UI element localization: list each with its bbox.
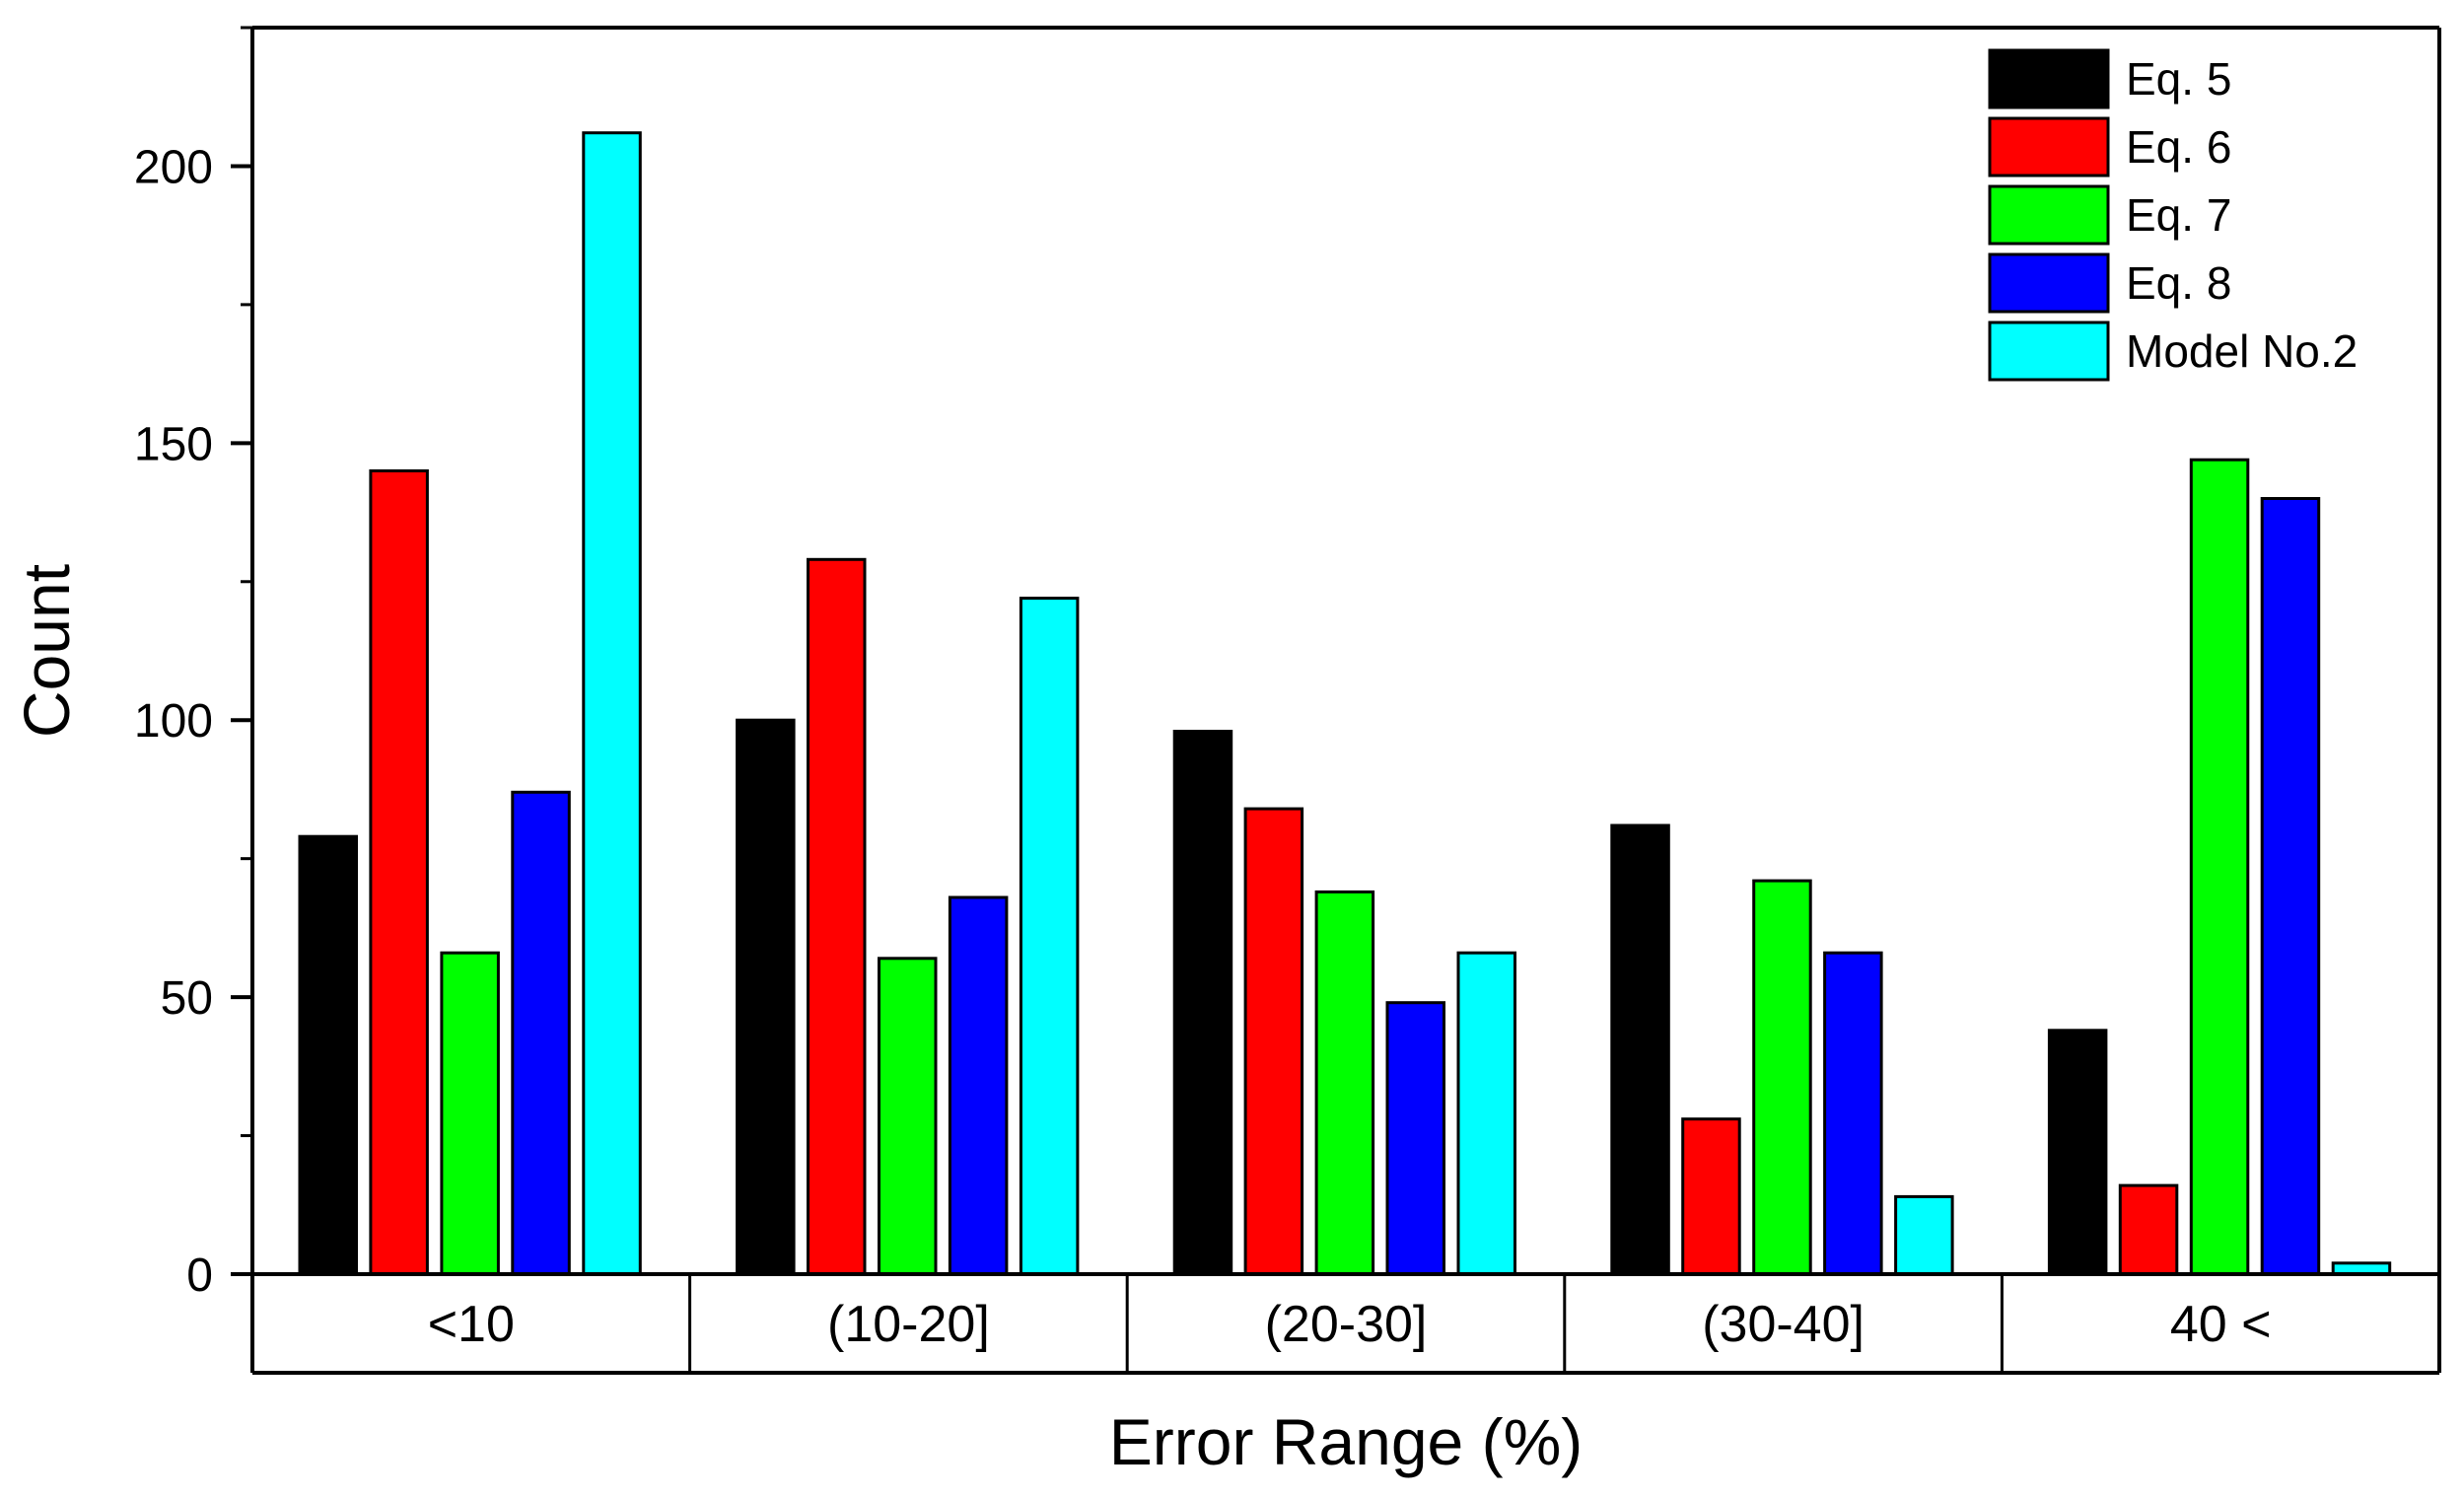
- legend-label: Eq. 5: [2126, 53, 2231, 105]
- legend-label: Eq. 8: [2126, 257, 2231, 309]
- bar-eq-7-4: [2189, 458, 2250, 1276]
- bar-eq-7-0: [440, 951, 500, 1276]
- legend: Eq. 5 Eq. 6 Eq. 7 Eq. 8 Model No.2: [1988, 48, 2358, 382]
- bar-model-no-2-3: [1894, 1194, 1954, 1276]
- x-category-label: <10: [428, 1296, 515, 1353]
- y-tick-label: 50: [161, 972, 213, 1025]
- bars-group: [298, 131, 2392, 1276]
- x-category-label: 40 <: [2170, 1296, 2272, 1353]
- y-tick-label: 100: [134, 695, 213, 748]
- y-tick-label: 150: [134, 418, 213, 470]
- y-tick-label: 200: [134, 141, 213, 193]
- bar-eq-5-2: [1172, 730, 1233, 1276]
- bar-model-no-2-1: [1019, 597, 1080, 1276]
- bar-eq-7-3: [1752, 879, 1812, 1276]
- bar-eq-5-0: [298, 834, 358, 1276]
- legend-label: Eq. 7: [2126, 189, 2231, 241]
- bar-eq-6-4: [2118, 1183, 2179, 1276]
- x-axis-title: Error Range (%): [1109, 1405, 1583, 1478]
- y-tick-label: 0: [186, 1249, 213, 1302]
- bar-eq-5-4: [2047, 1029, 2108, 1276]
- bar-eq-6-3: [1681, 1117, 1741, 1276]
- bar-eq-6-0: [369, 468, 429, 1276]
- bar-eq-7-2: [1314, 890, 1375, 1276]
- bar-eq-8-3: [1823, 951, 1883, 1276]
- bar-eq-6-2: [1243, 807, 1304, 1276]
- legend-swatch: [1988, 184, 2110, 246]
- bar-eq-8-0: [511, 790, 571, 1276]
- x-category-label: (10-20]: [827, 1296, 990, 1353]
- x-category-label: (20-30]: [1265, 1296, 1428, 1353]
- bar-eq-8-2: [1385, 1001, 1445, 1276]
- bar-model-no-2-2: [1456, 951, 1516, 1276]
- bar-eq-7-1: [878, 957, 938, 1276]
- bar-eq-5-3: [1610, 823, 1670, 1276]
- bar-eq-8-1: [948, 895, 1009, 1276]
- bar-model-no-2-0: [582, 131, 642, 1276]
- legend-swatch: [1988, 48, 2110, 109]
- bar-eq-5-1: [736, 718, 796, 1276]
- legend-swatch: [1988, 252, 2110, 314]
- legend-label: Eq. 6: [2126, 121, 2231, 173]
- x-category-label: (30-40]: [1702, 1296, 1865, 1353]
- bar-eq-8-4: [2260, 497, 2321, 1276]
- bar-eq-6-1: [807, 557, 867, 1276]
- legend-label: Model No.2: [2126, 325, 2358, 377]
- legend-swatch: [1988, 116, 2110, 178]
- y-axis-title: Count: [10, 564, 83, 738]
- legend-swatch: [1988, 321, 2110, 382]
- axes-group: <10 (10-20] (20-30] (30-40] 40 < 0 50 100 150 200: [134, 26, 2441, 1375]
